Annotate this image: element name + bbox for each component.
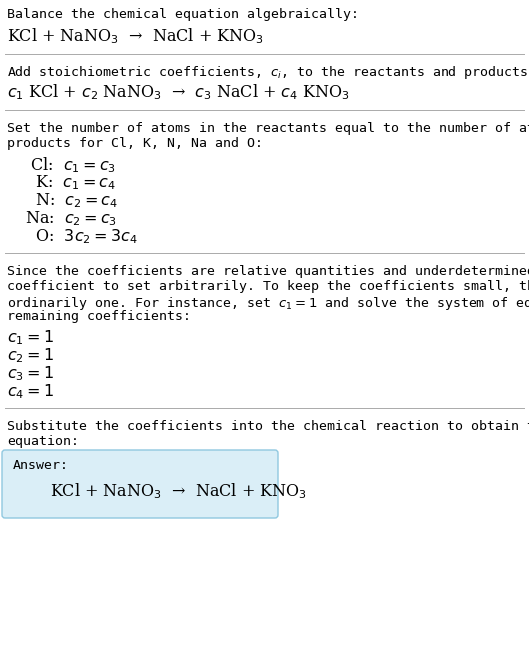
Text: remaining coefficients:: remaining coefficients:	[7, 310, 191, 323]
Text: Cl:  $c_1 = c_3$: Cl: $c_1 = c_3$	[25, 155, 116, 175]
Text: Set the number of atoms in the reactants equal to the number of atoms in the: Set the number of atoms in the reactants…	[7, 122, 529, 135]
Text: $c_4 = 1$: $c_4 = 1$	[7, 382, 54, 400]
Text: KCl + NaNO$_3$  →  NaCl + KNO$_3$: KCl + NaNO$_3$ → NaCl + KNO$_3$	[7, 26, 264, 46]
Text: O:  $3 c_2 = 3 c_4$: O: $3 c_2 = 3 c_4$	[25, 227, 138, 246]
Text: $c_1 = 1$: $c_1 = 1$	[7, 328, 54, 347]
Text: $c_3 = 1$: $c_3 = 1$	[7, 364, 54, 382]
Text: N:  $c_2 = c_4$: N: $c_2 = c_4$	[25, 191, 118, 210]
Text: $c_1$ KCl + $c_2$ NaNO$_3$  →  $c_3$ NaCl + $c_4$ KNO$_3$: $c_1$ KCl + $c_2$ NaNO$_3$ → $c_3$ NaCl …	[7, 82, 350, 102]
Text: $c_2 = 1$: $c_2 = 1$	[7, 346, 54, 365]
Text: products for Cl, K, N, Na and O:: products for Cl, K, N, Na and O:	[7, 137, 263, 150]
Text: Substitute the coefficients into the chemical reaction to obtain the balanced: Substitute the coefficients into the che…	[7, 420, 529, 433]
Text: Balance the chemical equation algebraically:: Balance the chemical equation algebraica…	[7, 8, 359, 21]
Text: KCl + NaNO$_3$  →  NaCl + KNO$_3$: KCl + NaNO$_3$ → NaCl + KNO$_3$	[50, 481, 307, 501]
FancyBboxPatch shape	[2, 450, 278, 518]
Text: K:  $c_1 = c_4$: K: $c_1 = c_4$	[25, 173, 116, 192]
Text: equation:: equation:	[7, 435, 79, 448]
Text: Answer:: Answer:	[13, 459, 69, 472]
Text: Since the coefficients are relative quantities and underdetermined, choose a: Since the coefficients are relative quan…	[7, 265, 529, 278]
Text: coefficient to set arbitrarily. To keep the coefficients small, the arbitrary va: coefficient to set arbitrarily. To keep …	[7, 280, 529, 293]
Text: Na:  $c_2 = c_3$: Na: $c_2 = c_3$	[25, 209, 117, 228]
Text: ordinarily one. For instance, set $c_1 = 1$ and solve the system of equations fo: ordinarily one. For instance, set $c_1 =…	[7, 295, 529, 312]
Text: Add stoichiometric coefficients, $c_i$, to the reactants and products:: Add stoichiometric coefficients, $c_i$, …	[7, 64, 529, 81]
